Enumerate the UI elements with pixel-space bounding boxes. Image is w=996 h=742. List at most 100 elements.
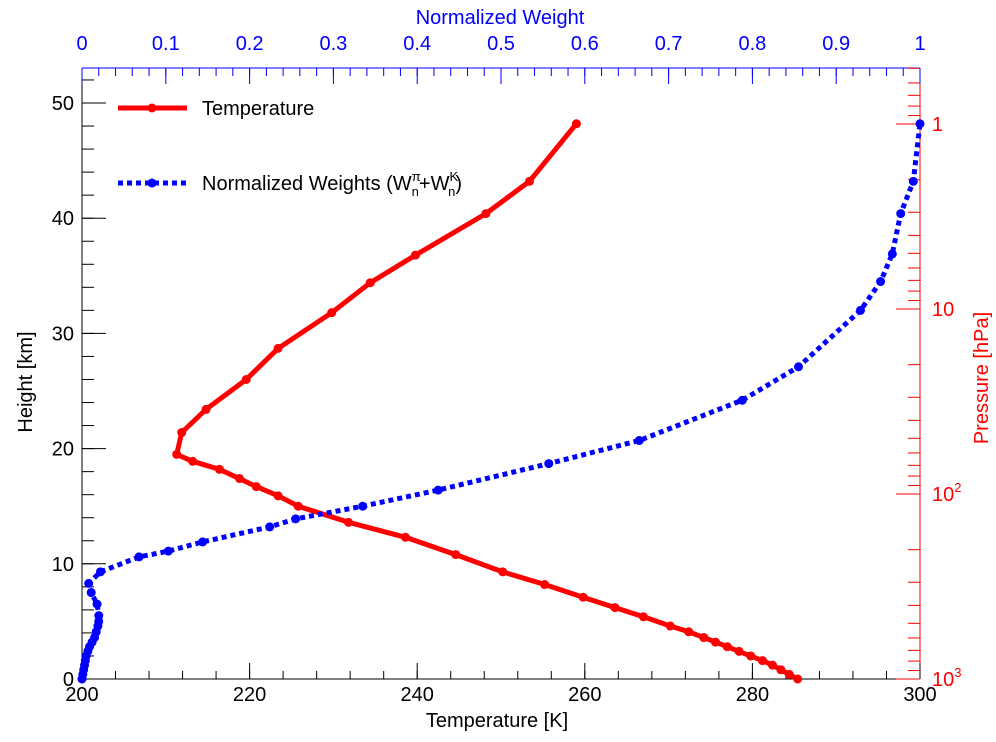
- x-tick-label: 200: [65, 684, 98, 706]
- temperature-data-point: [768, 660, 778, 670]
- y2-tick-label-base: 10: [932, 299, 954, 321]
- temperature-data-point: [343, 517, 353, 527]
- y2-tick-label-exponent: 2: [954, 480, 961, 495]
- y-tick-label: 20: [52, 439, 74, 461]
- temperature-data-point: [411, 250, 421, 260]
- y2-tick-label-base: 10: [932, 669, 954, 691]
- weights-data-point: [94, 611, 104, 621]
- temperature-data-point: [571, 119, 581, 129]
- x2-tick-label: 0.8: [738, 33, 766, 55]
- temperature-data-point: [327, 308, 337, 318]
- weights-data-point: [887, 249, 897, 259]
- x2-tick-label: 0.9: [822, 33, 850, 55]
- y2-tick-label-exponent: 3: [954, 665, 961, 680]
- temperature-data-point: [746, 651, 756, 661]
- temperature-data-point: [665, 621, 675, 631]
- y2-axis-title: Pressure [hPa]: [971, 312, 993, 444]
- temperature-data-point: [273, 491, 283, 501]
- weights-data-point: [634, 436, 644, 446]
- legend-weights-sub1: n: [412, 184, 419, 199]
- temperature-data-point: [684, 627, 694, 637]
- temperature-data-point: [214, 464, 224, 474]
- legend-temperature-label: Temperature: [202, 98, 314, 120]
- legend: Temperature Normalized Weights (Wπ n+WK n): [118, 98, 462, 199]
- legend-weights-label-a: Normalized Weights (W: [202, 173, 412, 195]
- x2-tick-label: 0.6: [571, 33, 599, 55]
- y-tick-label: 40: [52, 208, 74, 230]
- temperature-data-point: [481, 209, 491, 219]
- weights-data-point: [793, 362, 803, 372]
- x-tick-label: 300: [903, 684, 936, 706]
- y-axis-title: Height [km]: [15, 331, 37, 432]
- x2-tick-label: 0.7: [655, 33, 683, 55]
- temperature-data-point: [524, 176, 534, 186]
- weights-data-point: [92, 599, 102, 609]
- temperature-data-point: [273, 343, 283, 353]
- y2-tick-label: 102: [932, 480, 961, 506]
- temperature-data-point: [172, 449, 182, 459]
- weights-data-point: [915, 119, 925, 129]
- y2-tick-label-base: 10: [932, 484, 954, 506]
- weights-data-point: [896, 209, 906, 219]
- temperature-data-point: [241, 374, 251, 384]
- temperature-data-point: [235, 474, 245, 484]
- weights-data-point: [265, 522, 275, 532]
- temperature-data-point: [610, 603, 620, 613]
- temperature-data-point: [757, 656, 767, 666]
- y-tick-label: 0: [63, 669, 74, 691]
- temperature-data-point: [188, 456, 198, 466]
- temperature-data-point: [400, 532, 410, 542]
- ticks: [81, 67, 921, 680]
- x2-tick-label: 0.1: [152, 33, 180, 55]
- temperature-data-point: [784, 669, 794, 679]
- temperature-data-point: [793, 674, 803, 684]
- weights-data-point: [163, 546, 173, 556]
- x-tick-label: 240: [401, 684, 434, 706]
- x2-tick-label: 0.4: [403, 33, 431, 55]
- temperature-data-point: [365, 278, 375, 288]
- legend-temperature-marker: [147, 103, 157, 113]
- weights-data-point: [856, 305, 866, 315]
- temperature-data-point: [498, 567, 508, 577]
- weights-data-point: [84, 578, 94, 588]
- weights-data-point: [876, 277, 886, 287]
- temperature-data-point: [734, 646, 744, 656]
- legend-weights-label-c: ): [455, 173, 462, 195]
- weights-data-point: [544, 459, 554, 469]
- temperature-data-point: [699, 633, 709, 643]
- x2-tick-label: 1: [914, 33, 925, 55]
- x2-tick-label: 0.5: [487, 33, 515, 55]
- weights-data-point: [198, 537, 208, 547]
- y-tick-label: 50: [52, 93, 74, 115]
- legend-weights-label-b: +W: [419, 173, 450, 195]
- temperature-data-point: [711, 637, 721, 647]
- y-tick-label: 10: [52, 554, 74, 576]
- y2-tick-label: 1: [932, 114, 943, 136]
- legend-weights-marker: [147, 178, 157, 188]
- x2-tick-label: 0.3: [319, 33, 347, 55]
- x-axis-title: Temperature [K]: [426, 710, 568, 732]
- weights-data-point: [908, 176, 918, 186]
- temperature-data-point: [451, 550, 461, 560]
- weights-series-line: [79, 123, 923, 680]
- x2-tick-label: 0: [76, 33, 87, 55]
- weights-data-point: [358, 501, 368, 511]
- temperature-data-point: [251, 482, 261, 492]
- temperature-data-point: [201, 404, 211, 414]
- weights-data-point: [86, 588, 96, 598]
- weights-data-point: [433, 485, 443, 495]
- weights-data-point: [95, 567, 105, 577]
- y2-tick-label: 103: [932, 665, 961, 691]
- temperature-data-point: [638, 612, 648, 622]
- x-tick-label: 260: [568, 684, 601, 706]
- y-tick-label: 30: [52, 323, 74, 345]
- temperature-data-point: [776, 665, 786, 675]
- temperature-data-point: [293, 501, 303, 511]
- weights-data-point: [134, 552, 144, 562]
- weights-data-point: [291, 514, 301, 524]
- x2-tick-label: 0.2: [236, 33, 264, 55]
- temperature-data-point: [177, 427, 187, 437]
- y2-tick-label: 10: [932, 299, 954, 321]
